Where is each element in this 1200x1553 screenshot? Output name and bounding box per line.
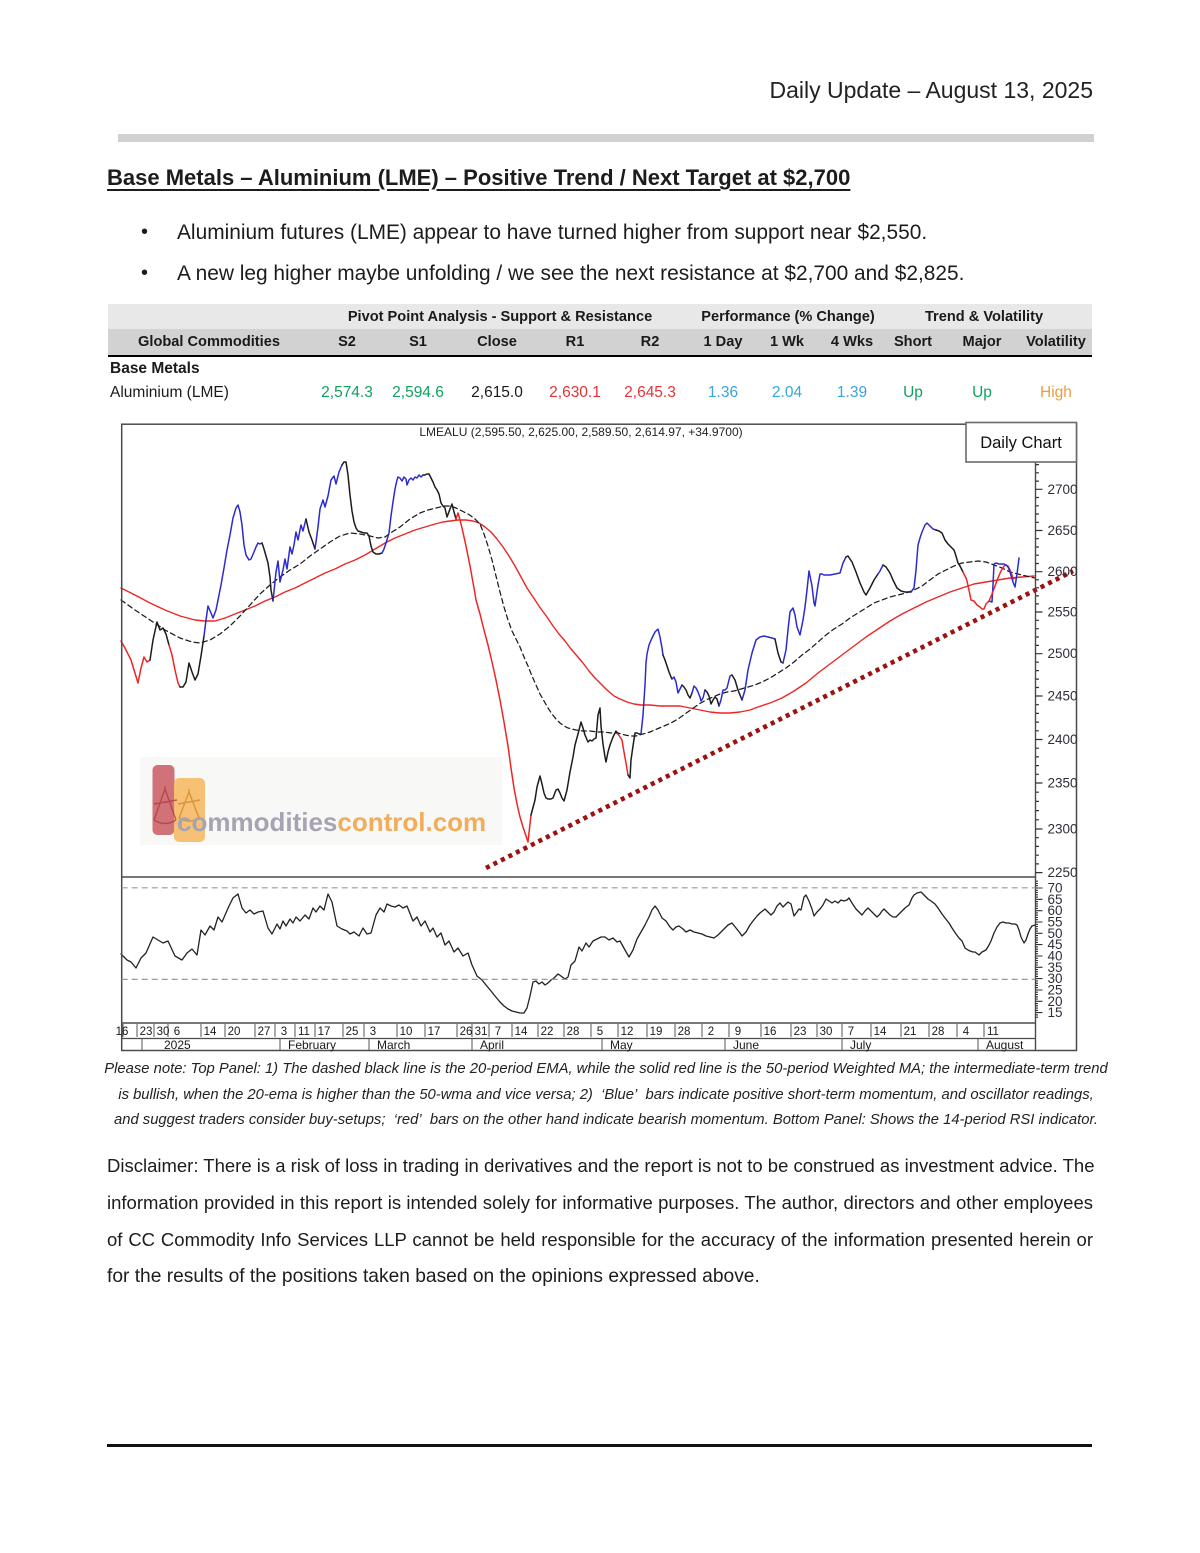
- svg-text:February: February: [288, 1038, 336, 1052]
- svg-text:2250: 2250: [1048, 865, 1078, 880]
- svg-text:7: 7: [848, 1026, 854, 1038]
- svg-text:2300: 2300: [1048, 822, 1078, 837]
- svg-text:2550: 2550: [1048, 605, 1078, 620]
- svg-text:16: 16: [116, 1026, 129, 1038]
- svg-text:23: 23: [140, 1026, 153, 1038]
- svg-text:30: 30: [1048, 971, 1063, 986]
- svg-text:3: 3: [370, 1026, 376, 1038]
- svg-text:3: 3: [281, 1026, 287, 1038]
- svg-text:26: 26: [460, 1026, 473, 1038]
- svg-text:28: 28: [932, 1026, 945, 1038]
- svg-text:50: 50: [1048, 926, 1063, 941]
- svg-text:30: 30: [820, 1026, 833, 1038]
- svg-text:2400: 2400: [1048, 732, 1078, 747]
- svg-text:10: 10: [400, 1026, 413, 1038]
- svg-text:27: 27: [258, 1026, 271, 1038]
- svg-text:65: 65: [1048, 892, 1063, 907]
- svg-text:25: 25: [1048, 983, 1063, 998]
- svg-text:11: 11: [298, 1026, 310, 1038]
- svg-text:2500: 2500: [1048, 646, 1078, 661]
- svg-text:15: 15: [1048, 1005, 1063, 1020]
- svg-text:4: 4: [963, 1026, 970, 1038]
- svg-text:LMEALU (2,595.50, 2,625.00, 2,: LMEALU (2,595.50, 2,625.00, 2,589.50, 2,…: [419, 425, 742, 439]
- svg-text:2700: 2700: [1048, 482, 1078, 497]
- svg-text:25: 25: [346, 1026, 359, 1038]
- svg-text:20: 20: [228, 1026, 241, 1038]
- svg-text:July: July: [850, 1038, 871, 1052]
- svg-text:August: August: [986, 1038, 1024, 1052]
- svg-text:2650: 2650: [1048, 523, 1078, 538]
- svg-text:23: 23: [794, 1026, 807, 1038]
- svg-text:21: 21: [904, 1026, 917, 1038]
- svg-text:14: 14: [515, 1026, 528, 1038]
- svg-text:March: March: [377, 1038, 410, 1052]
- svg-text:40: 40: [1048, 949, 1063, 964]
- svg-text:commoditiescontrol.com: commoditiescontrol.com: [177, 807, 486, 837]
- svg-text:31: 31: [475, 1026, 488, 1038]
- svg-text:2600: 2600: [1048, 564, 1078, 579]
- svg-text:55: 55: [1048, 915, 1063, 930]
- svg-text:2: 2: [708, 1026, 714, 1038]
- svg-text:19: 19: [650, 1026, 663, 1038]
- svg-text:5: 5: [597, 1026, 603, 1038]
- svg-text:16: 16: [764, 1026, 777, 1038]
- svg-text:2025: 2025: [164, 1038, 191, 1052]
- svg-text:35: 35: [1048, 960, 1063, 975]
- svg-text:20: 20: [1048, 994, 1063, 1009]
- svg-text:60: 60: [1048, 903, 1063, 918]
- svg-text:22: 22: [541, 1026, 554, 1038]
- svg-text:17: 17: [318, 1026, 331, 1038]
- svg-text:30: 30: [157, 1026, 170, 1038]
- svg-text:14: 14: [874, 1026, 887, 1038]
- svg-text:11: 11: [987, 1026, 999, 1038]
- svg-text:June: June: [733, 1038, 759, 1052]
- svg-text:2450: 2450: [1048, 689, 1078, 704]
- svg-text:45: 45: [1048, 937, 1063, 952]
- svg-text:14: 14: [204, 1026, 217, 1038]
- svg-text:6: 6: [174, 1026, 180, 1038]
- svg-text:2350: 2350: [1048, 776, 1078, 791]
- svg-text:28: 28: [567, 1026, 580, 1038]
- svg-text:70: 70: [1048, 881, 1063, 896]
- svg-text:12: 12: [621, 1026, 634, 1038]
- svg-text:April: April: [480, 1038, 504, 1052]
- svg-text:9: 9: [735, 1026, 741, 1038]
- svg-text:Daily Chart: Daily Chart: [980, 434, 1062, 452]
- svg-text:May: May: [610, 1038, 633, 1052]
- svg-text:28: 28: [678, 1026, 691, 1038]
- svg-text:7: 7: [495, 1026, 501, 1038]
- svg-text:17: 17: [428, 1026, 441, 1038]
